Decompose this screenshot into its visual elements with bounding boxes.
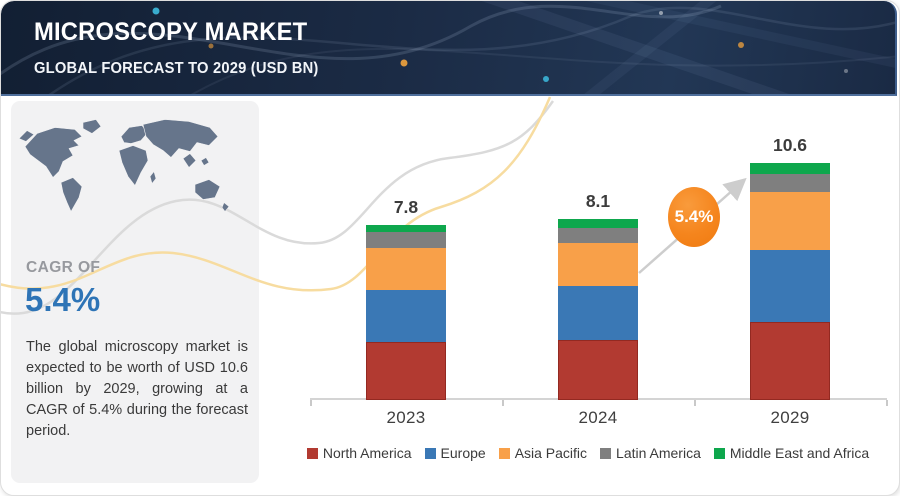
bar-segment-2023-europe [366,290,446,342]
bar-segment-2029-europe [750,249,830,322]
fiber-optic-decoration [1,1,895,94]
x-axis-label-2023: 2023 [386,408,426,427]
legend-label-north-america: North America [322,445,412,461]
legend-item-europe: Europe [424,445,486,461]
bar-segment-2024-asia-pacific [558,243,638,286]
x-axis-tick [502,400,504,406]
legend-label-latin-america: Latin America [616,445,701,461]
legend-swatch-asia-pacific [498,447,510,459]
legend-label-middle-east-and-africa: Middle East and Africa [729,445,870,461]
x-axis-tick [310,400,312,406]
cagr-badge: 5.4% [668,187,720,247]
legend-item-north-america: North America [306,445,412,461]
legend-item-middle-east-and-africa: Middle East and Africa [713,445,870,461]
page-title: MICROSCOPY MARKET [34,18,308,46]
page-subtitle: GLOBAL FORECAST TO 2029 (USD BN) [34,60,319,77]
x-axis-tick [694,400,696,406]
legend-swatch-europe [424,447,436,459]
legend-label-asia-pacific: Asia Pacific [514,445,588,461]
bar-segment-2029-latin-america [750,173,830,192]
legend-swatch-latin-america [600,447,612,459]
x-axis-tick [886,400,888,406]
market-summary-text: The global microscopy market is expected… [26,339,248,440]
bar-segment-2024-latin-america [558,227,638,244]
chart-legend: North America Europe Asia Pacific Latin Ame… [281,445,895,461]
bar-segment-2029-asia-pacific [750,191,830,250]
bar-total-label-2029: 10.6 [772,134,808,155]
bar-segment-2024-europe [558,285,638,340]
bar-total-label-2024: 8.1 [585,190,611,211]
bar-segment-2023-asia-pacific [366,247,446,291]
bar-total-label-2023: 7.8 [393,197,419,218]
legend-item-asia-pacific: Asia Pacific [498,445,588,461]
bar-segment-2023-north-america [366,341,446,400]
x-axis-label-2029: 2029 [770,408,810,427]
legend-swatch-middle-east-and-africa [713,447,725,459]
legend-swatch-north-america [306,447,318,459]
bar-segment-2023-latin-america [366,232,446,248]
bar-segment-2029-middle-east-and-africa [750,162,830,174]
x-axis-label-2024: 2024 [578,408,618,427]
bar-segment-2024-north-america [558,339,638,400]
bar-segment-2023-middle-east-and-africa [366,225,446,232]
bar-segment-2024-middle-east-and-africa [558,218,638,228]
header-banner: MICROSCOPY MARKET GLOBAL FORECAST TO 202… [1,1,897,96]
legend-label-europe: Europe [440,445,486,461]
bar-segment-2029-north-america [750,321,830,400]
legend-item-latin-america: Latin America [600,445,701,461]
